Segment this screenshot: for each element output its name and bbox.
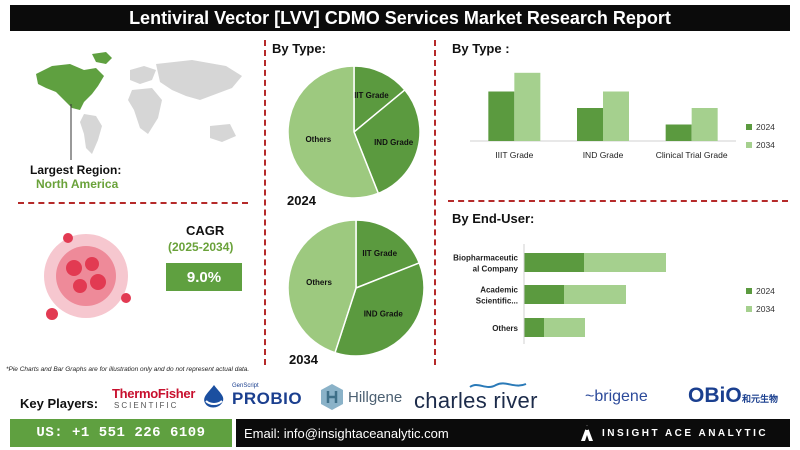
bar-2034-0 xyxy=(514,72,541,141)
cagr-years: (2025-2034) xyxy=(168,240,234,254)
bar-chart-enduser: Biopharmaceutic al Company Academic Scienti… xyxy=(453,244,775,344)
logo-obio: OBiO xyxy=(688,384,742,407)
pie-label: IIT Grade xyxy=(362,249,397,258)
bar-enduser-title: By End-User: xyxy=(452,211,535,226)
largest-region-label: Largest Region: xyxy=(30,163,122,177)
enduser-category-label: Academic xyxy=(480,286,518,295)
virus-cell xyxy=(73,279,87,293)
pie-slice-ind-grade xyxy=(334,261,425,357)
legend-swatch-2034 xyxy=(746,142,752,148)
bar-type-category-label: IND Grade xyxy=(583,150,624,160)
enduser-bar-2034-1 xyxy=(564,285,626,304)
bar-type-category-label: IIIT Grade xyxy=(495,150,533,160)
enduser-bar-2024-0 xyxy=(524,253,584,272)
phone-number[interactable]: US: +1 551 226 6109 xyxy=(10,419,232,447)
map-africa xyxy=(128,88,162,134)
virus-cell xyxy=(90,274,106,290)
virus-particle xyxy=(46,308,58,320)
pie-slice-ind-grade xyxy=(353,88,421,195)
logo-brigene: ~brigene xyxy=(585,388,648,405)
enduser-legend-swatch-2024 xyxy=(746,288,752,294)
enduser-bar-2024-1 xyxy=(524,285,564,304)
enduser-legend-swatch-2034 xyxy=(746,306,752,312)
virus-particle xyxy=(63,233,73,243)
pie-label: Others xyxy=(306,278,332,287)
enduser-bar-2034-2 xyxy=(544,318,585,337)
virus-particle xyxy=(121,293,131,303)
largest-region-value: North America xyxy=(36,177,119,191)
pie-label: IIT Grade xyxy=(354,91,389,100)
virus-cell xyxy=(66,260,82,276)
email-address[interactable]: Email: info@insightaceanalytic.com xyxy=(236,419,568,447)
map-australia xyxy=(210,124,236,142)
cagr-title: CAGR xyxy=(186,223,225,238)
divider-right-h xyxy=(448,200,788,202)
pie-slice-others xyxy=(287,219,357,354)
bar-2034-2 xyxy=(691,108,718,141)
logo-thermofisher-sub: SCIENTIFIC xyxy=(114,401,179,410)
logo-genscript: GenScript xyxy=(232,383,259,389)
cagr-value: 9.0% xyxy=(166,263,242,291)
probio-logo-icon xyxy=(204,385,224,408)
pie-2024-year: 2024 xyxy=(287,193,316,208)
bar-2024-1 xyxy=(577,108,603,141)
pie-chart-2024: IIT Grade IND Grade Others xyxy=(287,65,421,198)
bar-type-title: By Type : xyxy=(452,41,510,56)
legend-label-2034: 2034 xyxy=(756,140,775,150)
pie-label: IND Grade xyxy=(374,138,414,147)
map-europe xyxy=(130,66,156,84)
virus-body xyxy=(56,246,116,306)
bar-2024-2 xyxy=(665,124,692,141)
map-greenland xyxy=(92,52,112,64)
bar-type-category-label: Clinical Trial Grade xyxy=(656,150,728,160)
pie-label: Others xyxy=(305,135,331,144)
enduser-category-label: Biopharmaceutic xyxy=(453,254,518,263)
pie-label: IND Grade xyxy=(364,310,404,319)
bar-2034-1 xyxy=(603,91,629,141)
enduser-bar-2024-2 xyxy=(524,318,544,337)
logo-thermofisher: ThermoFisher xyxy=(112,386,196,401)
charles-river-wave-icon xyxy=(469,382,527,388)
illustration-note: *Pie Charts and Bar Graphs are for illus… xyxy=(6,366,250,373)
map-north-america xyxy=(36,64,104,110)
map-south-america xyxy=(80,114,102,154)
world-map xyxy=(36,52,242,160)
enduser-category-label: Others xyxy=(492,324,518,333)
report-title: Lentiviral Vector [LVV] CDMO Services Ma… xyxy=(10,5,790,31)
divider-left xyxy=(264,40,266,365)
pie-2034-year: 2034 xyxy=(289,352,318,367)
logo-probio: PROBIO xyxy=(232,389,303,408)
logo-hillgene: Hillgene xyxy=(348,389,403,406)
enduser-bar-2034-0 xyxy=(584,253,666,272)
hillgene-logo-icon xyxy=(321,384,343,410)
enduser-category-label: Scientific... xyxy=(476,297,518,306)
pie-slice-iit-grade xyxy=(353,65,406,134)
brand-name: INSIGHT ACE ANALYTIC xyxy=(602,427,769,439)
insightace-logo-icon xyxy=(581,425,593,441)
enduser-legend-label-2034: 2034 xyxy=(756,304,775,314)
key-players-label: Key Players: xyxy=(20,396,99,411)
divider-right xyxy=(434,40,436,365)
brand-footer: INSIGHT ACE ANALYTIC xyxy=(568,419,790,447)
bar-chart-type: IIIT Grade IND Grade Clinical Trial Grade 2… xyxy=(470,72,775,160)
pie-slice-iit-grade xyxy=(355,219,421,290)
pie-slice-others xyxy=(287,65,380,198)
logo-obio-chinese: 和元生物 xyxy=(742,394,779,404)
virus-illustration xyxy=(44,233,131,320)
map-asia xyxy=(156,60,242,100)
legend-swatch-2024 xyxy=(746,124,752,130)
bar-2024-0 xyxy=(488,91,515,141)
divider-left-h xyxy=(18,202,248,204)
pie-section-title: By Type: xyxy=(272,41,326,56)
pie-chart-2034: IIT Grade IND Grade Others xyxy=(287,219,425,357)
logo-charles-river: charles river xyxy=(414,388,538,413)
enduser-category-label: al Company xyxy=(473,265,519,274)
virus-cell xyxy=(85,257,99,271)
legend-label-2024: 2024 xyxy=(756,122,775,132)
enduser-legend-label-2024: 2024 xyxy=(756,286,775,296)
